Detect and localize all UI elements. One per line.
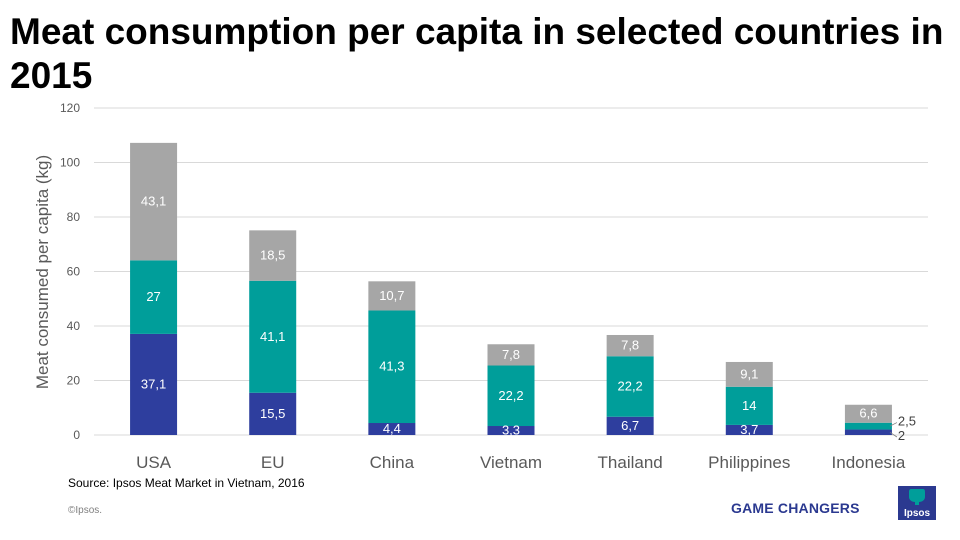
bar-segment xyxy=(487,426,535,435)
x-tick-label: China xyxy=(370,453,415,472)
x-tick-label: USA xyxy=(136,453,172,472)
bar-segment xyxy=(725,424,773,435)
y-tick-label: 60 xyxy=(67,265,81,279)
data-label: 2,5 xyxy=(898,414,916,429)
data-label: 7,8 xyxy=(621,338,639,353)
bar-segment xyxy=(606,334,654,357)
bar-segment xyxy=(844,422,892,430)
bar-segment xyxy=(368,281,416,311)
bar-segment xyxy=(130,142,178,261)
bar-segment xyxy=(487,344,535,366)
source-note: Source: Ipsos Meat Market in Vietnam, 20… xyxy=(68,476,305,490)
gridlines xyxy=(94,107,928,436)
data-label: 15,5 xyxy=(260,406,285,421)
x-tick-label: EU xyxy=(261,453,285,472)
bar-segment xyxy=(844,429,892,435)
x-axis-ticks: USA EU China Vietnam Thailand Philippines Indo… xyxy=(136,453,906,472)
data-label: 4,4 xyxy=(383,421,401,436)
ipsos-logo: Ipsos xyxy=(898,486,936,520)
logo-wordmark: Ipsos xyxy=(904,508,931,519)
bar-segment xyxy=(844,404,892,423)
data-label: 2 xyxy=(898,428,905,443)
bar-segment xyxy=(368,423,416,435)
data-label-leader xyxy=(889,431,898,438)
y-axis-ticks: 0 20 40 60 80 100 120 xyxy=(60,101,80,442)
bar-segment xyxy=(606,356,654,417)
data-labels: 37,1 27 43,1 15,5 41,1 18,5 4,4 41,3 10,7 3,3 22,2… xyxy=(141,194,916,443)
y-tick-label: 40 xyxy=(67,319,81,333)
data-label: 41,1 xyxy=(260,329,285,344)
y-tick-label: 0 xyxy=(73,428,80,442)
bar-segment xyxy=(249,392,297,435)
data-label: 7,8 xyxy=(502,347,520,362)
bar-segment xyxy=(249,280,297,393)
bar-segment xyxy=(606,416,654,435)
data-label: 41,3 xyxy=(379,359,404,374)
data-label-leader xyxy=(889,422,898,427)
slide-title: Meat consumption per capita in selected … xyxy=(10,11,944,96)
data-label: 10,7 xyxy=(379,288,404,303)
bar-segment xyxy=(725,361,773,387)
data-label: 22,2 xyxy=(617,378,642,393)
data-label: 22,2 xyxy=(498,388,523,403)
data-label: 18,5 xyxy=(260,248,285,263)
x-tick-label: Indonesia xyxy=(832,453,906,472)
y-tick-label: 20 xyxy=(67,374,81,388)
bar-segment xyxy=(130,260,178,334)
y-axis-title: Meat consumed per capita (kg) xyxy=(33,155,52,389)
data-label: 3,3 xyxy=(502,423,520,438)
bar-segment xyxy=(130,333,178,435)
data-label: 9,1 xyxy=(740,366,758,381)
x-tick-label: Thailand xyxy=(598,453,663,472)
y-tick-label: 120 xyxy=(60,101,80,115)
data-label: 43,1 xyxy=(141,194,166,209)
x-tick-label: Vietnam xyxy=(480,453,542,472)
bar-segment xyxy=(725,386,773,425)
data-label: 6,6 xyxy=(859,406,877,421)
bar-segment xyxy=(368,310,416,424)
data-label: 6,7 xyxy=(621,418,639,433)
data-label: 14 xyxy=(742,398,756,413)
bar-segment xyxy=(249,230,297,281)
game-changers-tagline: GAME CHANGERS xyxy=(731,500,860,516)
bars xyxy=(130,142,892,435)
data-label: 27 xyxy=(146,289,160,304)
copyright-text: ©Ipsos. xyxy=(68,505,103,516)
data-label: 3,7 xyxy=(740,422,758,437)
bar-segment xyxy=(487,365,535,427)
y-tick-label: 80 xyxy=(67,210,81,224)
y-tick-label: 100 xyxy=(60,156,80,170)
x-tick-label: Philippines xyxy=(708,453,790,472)
data-label: 37,1 xyxy=(141,376,166,391)
